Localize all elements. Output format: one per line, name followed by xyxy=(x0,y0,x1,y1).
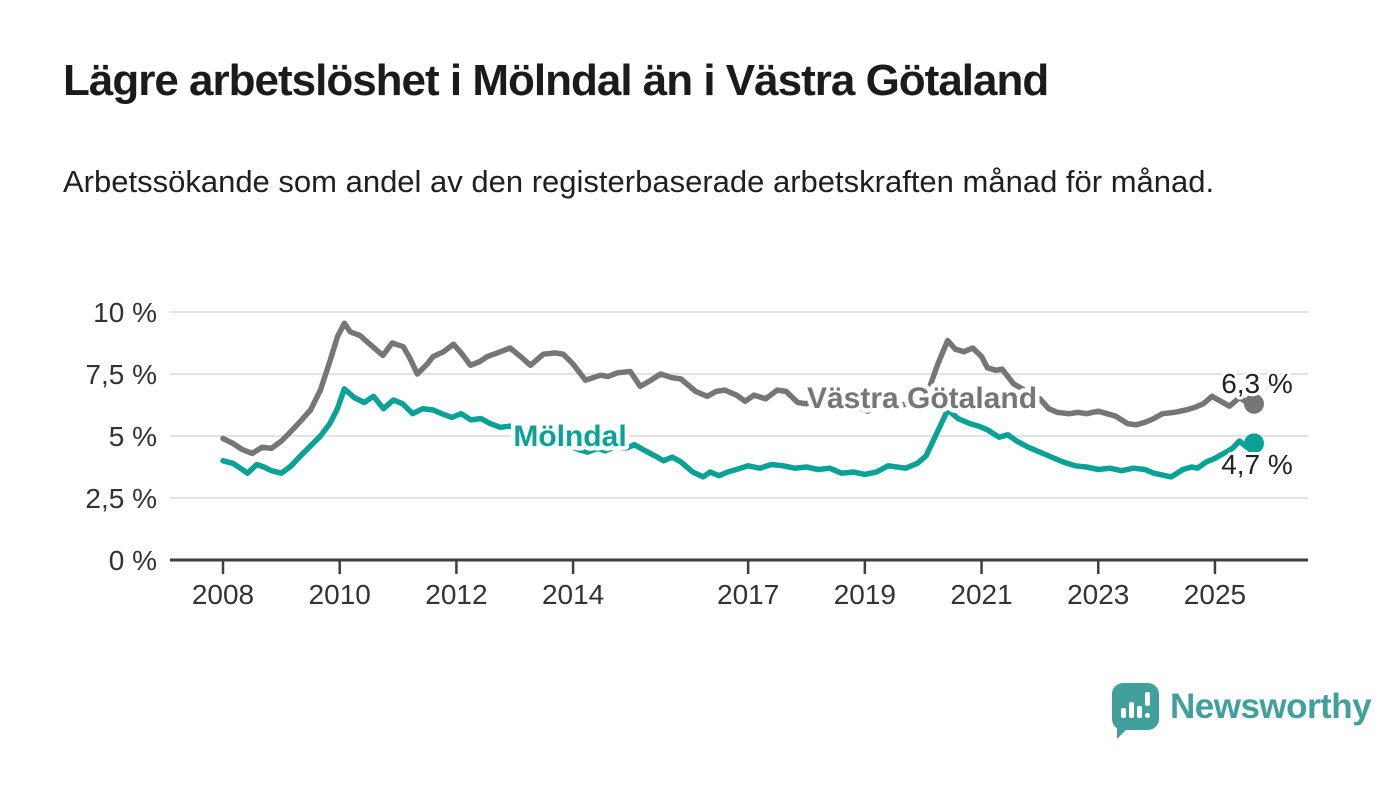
series-label-vastra-gotaland: Västra Götaland xyxy=(807,382,1037,415)
end-value-label-molndal: 4,7 % xyxy=(1221,449,1293,480)
series-line-vastra-gotaland xyxy=(220,320,1257,457)
page-title: Lägre arbetslöshet i Mölndal än i Västra… xyxy=(63,56,1049,105)
newsworthy-logo: Newsworthy xyxy=(1112,683,1372,739)
logo-bar-icon xyxy=(1137,706,1142,718)
series-line-molndal xyxy=(220,386,1257,480)
x-tick-label: 2010 xyxy=(309,579,371,610)
y-tick-label: 7,5 % xyxy=(85,359,157,390)
end-value-label-vastra-gotaland: 6,3 % xyxy=(1221,368,1293,399)
y-axis: 0 % 2,5 % 5 % 7,5 % 10 % xyxy=(85,297,157,576)
y-tick-label: 10 % xyxy=(93,297,157,328)
logo-exclamation-dot-icon xyxy=(1145,713,1150,718)
logo-exclamation-icon xyxy=(1145,692,1150,706)
logo-bar-icon xyxy=(1129,702,1134,718)
y-tick-label: 2,5 % xyxy=(85,483,157,514)
series-endpoint-dot-molndal xyxy=(1244,433,1264,454)
newsworthy-bar-chart-speech-bubble-icon xyxy=(1112,683,1159,739)
y-tick-label: 0 % xyxy=(109,545,157,576)
gridlines xyxy=(170,311,1308,499)
x-tick-label: 2008 xyxy=(192,579,254,610)
series-label-molndal: Mölndal xyxy=(513,420,626,453)
x-axis: 2008 2010 2012 2014 2017 2019 2021 2023 2025 xyxy=(170,558,1308,610)
chart-subtitle: Arbetssökande som andel av den registerb… xyxy=(63,164,1215,199)
newsworthy-logo-text: Newsworthy xyxy=(1170,686,1372,726)
x-tick-label: 2017 xyxy=(717,579,779,610)
x-tick-label: 2023 xyxy=(1067,579,1129,610)
series-endpoint-dot-vastra-gotaland xyxy=(1244,393,1264,414)
x-tick-label: 2019 xyxy=(834,579,896,610)
x-tick-label: 2021 xyxy=(950,579,1012,610)
x-tick-label: 2014 xyxy=(542,579,604,610)
logo-bar-icon xyxy=(1121,708,1126,718)
x-tick-label: 2025 xyxy=(1184,579,1246,610)
x-tick-label: 2012 xyxy=(425,579,487,610)
y-tick-label: 5 % xyxy=(109,421,157,452)
